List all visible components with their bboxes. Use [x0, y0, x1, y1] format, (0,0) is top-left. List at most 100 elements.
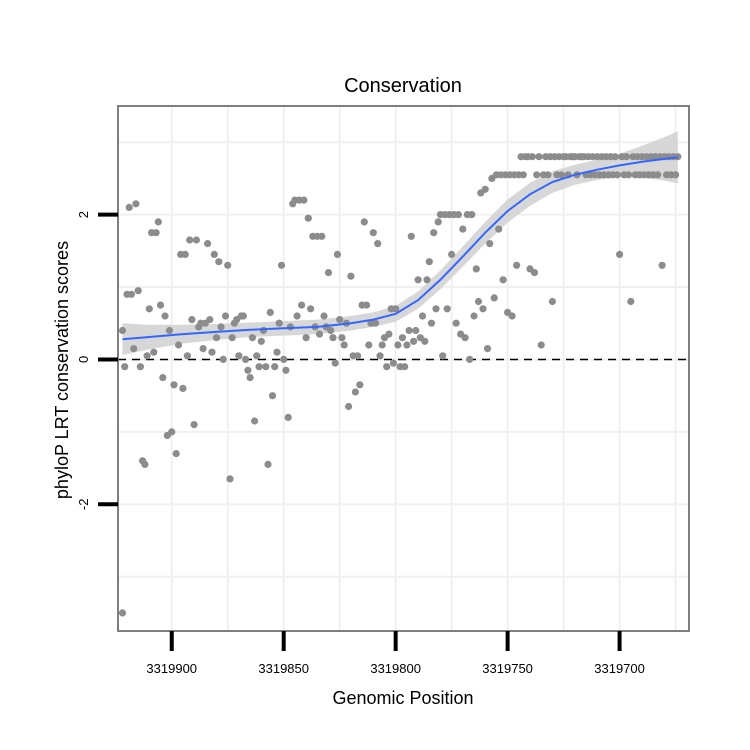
data-point [495, 225, 503, 233]
data-point [401, 363, 409, 371]
data-point [152, 229, 160, 237]
data-point [136, 363, 144, 371]
data-point [208, 348, 216, 356]
data-point [141, 460, 149, 468]
data-point [329, 334, 337, 342]
data-point [199, 345, 207, 353]
data-point [286, 323, 294, 331]
data-point [658, 261, 666, 269]
data-point [165, 326, 174, 335]
data-point [461, 334, 469, 342]
data-point [215, 258, 223, 266]
data-point [354, 352, 362, 360]
confidence-ribbon [122, 131, 678, 356]
y-tick-label: -2 [76, 499, 91, 511]
data-point [414, 276, 422, 284]
data-point [530, 269, 539, 277]
data-point [121, 363, 129, 371]
data-point [613, 171, 621, 179]
data-point [622, 153, 630, 161]
data-point [624, 171, 633, 179]
data-point [253, 352, 261, 360]
data-point [280, 355, 288, 363]
y-axis: -2 0 2 [76, 211, 118, 510]
data-point [490, 294, 498, 302]
data-point [221, 312, 230, 320]
data-point [266, 308, 274, 316]
x-tick-label: 3319850 [258, 661, 309, 676]
x-axis: 3319900 3319850 3319800 3319750 3319700 [146, 631, 645, 676]
data-point [333, 250, 341, 258]
data-point [427, 319, 436, 327]
data-point [459, 225, 467, 233]
data-point [472, 265, 480, 273]
data-point [412, 326, 420, 335]
data-point [226, 475, 234, 483]
data-point [474, 297, 483, 306]
data-point [156, 301, 165, 309]
data-point [347, 272, 355, 280]
data-point [282, 366, 290, 374]
data-point [513, 261, 521, 269]
data-point [470, 312, 478, 320]
data-point [127, 290, 135, 298]
data-point [307, 305, 315, 313]
data-point [277, 261, 286, 269]
chart-title: Conservation [344, 75, 462, 97]
data-point [228, 334, 236, 342]
data-point [434, 218, 442, 226]
data-point [544, 171, 552, 179]
data-point [533, 171, 541, 179]
data-point [154, 218, 162, 226]
data-point [118, 609, 127, 617]
data-point [327, 326, 335, 335]
data-point [548, 297, 557, 306]
data-point [468, 211, 476, 219]
data-point [161, 312, 169, 320]
data-point [284, 413, 292, 421]
data-point [378, 341, 386, 349]
data-point [383, 363, 391, 371]
data-point [336, 316, 344, 324]
data-point [190, 421, 198, 429]
data-point [398, 334, 406, 342]
data-point [210, 250, 218, 258]
data-point [371, 319, 380, 327]
data-point [537, 341, 545, 349]
data-point [394, 341, 402, 349]
y-tick-label: 0 [76, 356, 91, 363]
data-point [483, 345, 492, 353]
data-point [448, 250, 456, 258]
data-point [183, 352, 191, 360]
data-point [452, 319, 460, 327]
data-point [627, 297, 635, 306]
data-point [338, 334, 346, 342]
x-tick-label: 3319750 [482, 661, 533, 676]
data-point [481, 185, 489, 193]
data-point [432, 305, 440, 313]
data-point [204, 240, 212, 248]
data-point [557, 171, 566, 179]
data-point [255, 363, 263, 371]
data-point [239, 312, 247, 320]
smooth-trend-line [122, 156, 678, 341]
data-point [130, 345, 138, 353]
data-point [425, 258, 433, 266]
data-point [235, 352, 243, 360]
plot-frame [117, 105, 690, 632]
data-point [244, 366, 252, 374]
data-point [217, 323, 225, 331]
data-point [439, 352, 447, 360]
y-tick-label: 2 [76, 211, 91, 218]
data-point [293, 312, 301, 320]
data-point [508, 312, 516, 320]
data-point [125, 203, 133, 211]
data-point [356, 381, 364, 389]
data-point [389, 359, 397, 367]
data-point [672, 171, 680, 179]
data-point [479, 305, 487, 313]
data-point [219, 355, 227, 363]
data-point [403, 341, 411, 349]
x-tick-label: 3319800 [370, 661, 421, 676]
